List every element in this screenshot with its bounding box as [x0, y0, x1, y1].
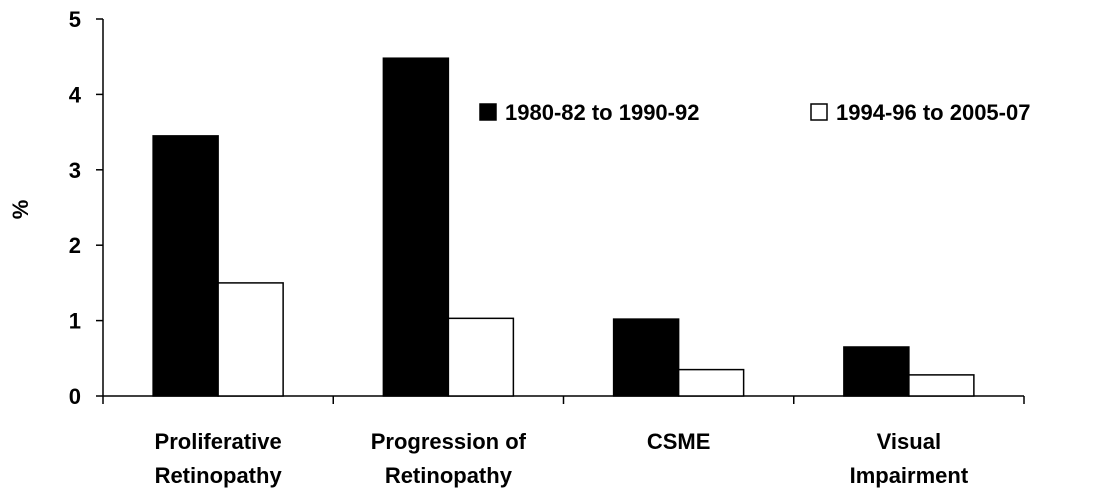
y-axis-title: % [8, 200, 33, 220]
bar-series1-cat1 [152, 135, 219, 397]
bar-series2-cat2 [447, 317, 515, 397]
y-tick-label: 3 [69, 158, 81, 183]
y-axis: 0 1 2 3 4 5 [69, 7, 104, 409]
category-label: Visual [877, 429, 941, 454]
bars [152, 57, 975, 397]
category-label: Impairment [850, 463, 969, 488]
legend-swatch [479, 103, 497, 121]
category-label: Retinopathy [155, 463, 283, 488]
legend-item: 1980-82 to 1990-92 [479, 100, 699, 125]
y-tick-label: 0 [69, 384, 81, 409]
bar-series1-cat4 [843, 346, 910, 397]
y-tick-label: 4 [69, 82, 82, 107]
legend: 1980-82 to 1990-92 1994-96 to 2005-07 [479, 100, 1030, 125]
legend-label: 1980-82 to 1990-92 [505, 100, 699, 125]
legend-item: 1994-96 to 2005-07 [810, 100, 1030, 125]
legend-swatch [810, 103, 828, 121]
legend-label: 1994-96 to 2005-07 [836, 100, 1030, 125]
bar-series1-cat2 [382, 57, 450, 397]
category-label: Proliferative [155, 429, 282, 454]
category-labels: Proliferative Retinopathy Progression of Re… [155, 429, 969, 488]
y-tick-label: 1 [69, 309, 81, 334]
category-label: Progression of [371, 429, 527, 454]
category-label: CSME [647, 429, 711, 454]
bar-series1-cat3 [612, 318, 680, 397]
category-label: Retinopathy [385, 463, 513, 488]
y-tick-label: 2 [69, 233, 81, 258]
bar-series2-cat3 [677, 368, 745, 397]
bar-series2-cat1 [217, 282, 284, 397]
x-axis [102, 395, 1025, 404]
y-tick-label: 5 [69, 7, 81, 32]
bar-series2-cat4 [908, 374, 975, 397]
